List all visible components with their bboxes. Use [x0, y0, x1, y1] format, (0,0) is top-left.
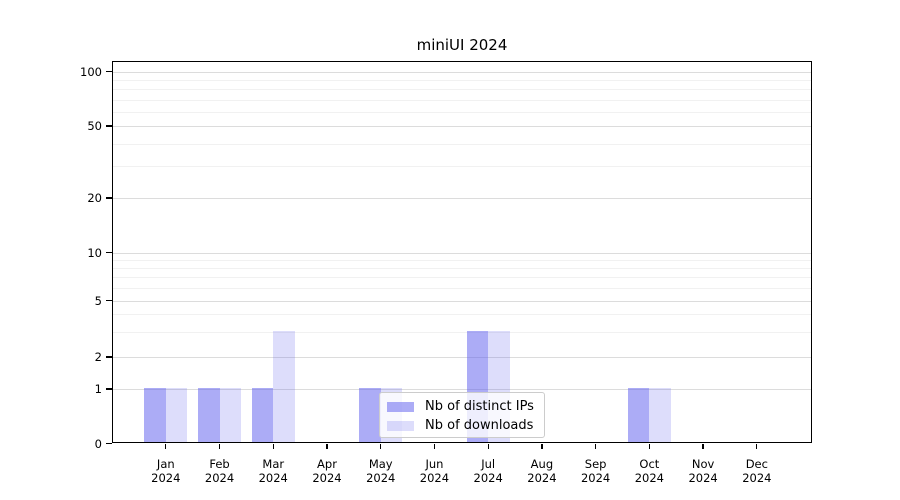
x-axis-tick	[594, 444, 597, 449]
x-tick-label: Aug 2024	[527, 456, 557, 485]
major-gridline	[113, 198, 811, 199]
bar-distinct-ips-feb	[198, 387, 220, 442]
x-tick-label: Jul 2024	[473, 456, 503, 485]
major-gridline	[113, 300, 811, 302]
minor-gridline	[113, 99, 811, 101]
plot-area: Nb of distinct IPs Nb of downloads	[112, 61, 812, 443]
minor-gridline	[113, 143, 811, 145]
major-gridline	[113, 252, 811, 254]
x-axis-tick	[702, 444, 704, 449]
minor-gridline	[113, 259, 811, 261]
bar-downloads-oct	[649, 387, 671, 442]
x-tick-label: Nov 2024	[688, 456, 718, 485]
minor-gridline	[113, 277, 811, 279]
y-tick-label: 100	[80, 64, 102, 79]
x-axis-tick	[756, 444, 758, 449]
major-gridline	[113, 357, 811, 358]
bar-distinct-ips-may	[359, 387, 381, 442]
y-tick-label: 20	[87, 191, 102, 205]
x-axis-tick	[541, 444, 543, 449]
y-axis-tick	[106, 388, 112, 390]
x-axis-tick	[487, 444, 489, 449]
x-tick-label: Mar 2024	[258, 456, 288, 485]
x-tick-label: Oct 2024	[634, 456, 664, 485]
x-tick-label: Feb 2024	[204, 456, 235, 485]
x-axis-tick	[326, 444, 328, 449]
legend-label-distinct-ips: Nb of distinct IPs	[425, 399, 534, 414]
legend-item-downloads: Nb of downloads	[387, 416, 536, 435]
legend: Nb of distinct IPs Nb of downloads	[379, 392, 545, 438]
y-tick-label: 50	[87, 119, 102, 133]
x-axis-tick	[218, 444, 221, 449]
y-axis-tick	[106, 251, 112, 254]
legend-swatch-downloads-icon	[387, 420, 414, 431]
x-axis-tick	[648, 444, 651, 449]
x-tick-label: Apr 2024	[312, 456, 342, 485]
x-axis-tick	[433, 444, 436, 449]
minor-gridline	[113, 111, 811, 113]
x-tick-label: Jan 2024	[151, 456, 181, 485]
minor-gridline	[113, 314, 811, 316]
y-axis-tick	[106, 125, 112, 127]
y-tick-label: 1	[94, 382, 102, 396]
x-axis-tick	[272, 444, 274, 449]
major-gridline	[113, 71, 811, 73]
x-tick-label: Sep 2024	[580, 456, 611, 485]
minor-gridline	[113, 331, 811, 333]
x-tick-label: May 2024	[366, 456, 396, 485]
x-axis-tick	[380, 444, 382, 449]
major-gridline	[113, 389, 811, 390]
legend-item-distinct-ips: Nb of distinct IPs	[387, 397, 536, 416]
bar-downloads-mar	[273, 330, 295, 442]
bar-downloads-jan	[165, 387, 188, 442]
minor-gridline	[113, 89, 811, 91]
major-gridline	[113, 126, 811, 127]
y-axis-tick	[106, 299, 112, 302]
x-axis-tick	[165, 444, 167, 449]
y-tick-label: 10	[87, 245, 102, 260]
bar-downloads-feb	[219, 387, 242, 442]
chart-title: miniUI 2024	[416, 36, 508, 54]
y-axis-tick	[106, 197, 112, 199]
minor-gridline	[113, 166, 811, 168]
y-axis-tick	[106, 70, 112, 73]
bar-distinct-ips-oct	[627, 387, 650, 442]
x-tick-label: Jun 2024	[419, 456, 450, 485]
x-tick-label: Dec 2024	[742, 456, 772, 485]
bar-distinct-ips-jan	[144, 387, 166, 442]
legend-label-downloads: Nb of downloads	[425, 418, 534, 433]
legend-swatch-distinct-ips-icon	[387, 401, 414, 412]
bar-distinct-ips-mar	[251, 387, 274, 442]
y-tick-label: 5	[94, 293, 102, 308]
y-axis-tick	[106, 356, 112, 358]
minor-gridline	[113, 287, 811, 289]
minor-gridline	[113, 267, 811, 269]
y-tick-label: 2	[94, 350, 102, 364]
y-axis-tick	[106, 442, 112, 445]
minor-gridline	[113, 79, 811, 81]
y-tick-label: 0	[94, 436, 102, 451]
